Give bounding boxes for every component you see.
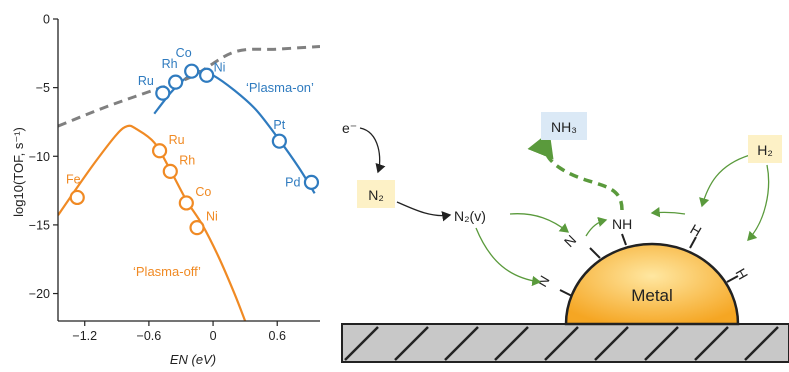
point-label-1-3: Co <box>195 185 211 199</box>
nh3-box <box>541 112 587 140</box>
nh-to-nh3-dashed-arrow <box>527 131 624 211</box>
point-label-0-4: Pt <box>273 118 285 132</box>
point-1-0 <box>69 189 85 206</box>
point-label-0-1: Rh <box>162 57 178 71</box>
y-tick-label-1: −5 <box>36 81 50 95</box>
point-0-2 <box>184 63 200 79</box>
point-label-1-4: Ni <box>206 210 218 224</box>
n2-box <box>357 180 395 208</box>
y-axis-label: log10(TOF, s⁻¹) <box>11 127 26 217</box>
point-0-0 <box>155 85 171 101</box>
metal-label: Metal <box>631 286 673 305</box>
point-label-0-0: Ru <box>138 74 154 88</box>
point-0-5 <box>303 174 320 190</box>
point-label-1-2: Rh <box>179 153 195 167</box>
point-1-3 <box>178 195 194 211</box>
h2-to-h-arrow <box>699 154 751 208</box>
h2-to-h2-arrow <box>747 164 770 241</box>
point-label-1-0: Fe <box>66 172 81 186</box>
y-tick-label-4: −20 <box>29 287 50 301</box>
point-0-3 <box>199 67 215 83</box>
nh3-label: NH₃ <box>551 119 577 135</box>
point-1-4 <box>189 220 205 236</box>
y-tick-label-0: 0 <box>43 13 50 27</box>
adsorbed-h-2: H <box>732 266 751 283</box>
h2-label: H₂ <box>757 142 773 158</box>
support-surface <box>341 323 789 363</box>
y-tick-label-2: −10 <box>29 150 50 164</box>
surface-hatching <box>344 326 779 361</box>
h-to-nh-arrow <box>650 207 686 218</box>
point-1-2 <box>162 163 178 179</box>
x-axis-label: EN (eV) <box>170 352 216 367</box>
point-0-4 <box>271 133 287 149</box>
n2v-label: N₂(v) <box>454 208 486 224</box>
adsorbed-nh: NH <box>612 216 632 232</box>
adsorbed-h-1: H <box>688 221 705 240</box>
adsorbed-n-top: N <box>561 232 579 250</box>
metal-particle <box>564 242 740 326</box>
x-tick-label-2: 0 <box>210 329 217 343</box>
h2-box <box>748 135 782 163</box>
reaction-diagram: Metal N N NH H H e⁻ N₂ N₂(v) <box>341 112 789 363</box>
plasma-off-annotation: ‘Plasma-off’ <box>133 264 201 279</box>
n2v-to-n-left-arrow <box>475 227 542 287</box>
n2-label: N₂ <box>368 187 384 203</box>
n-top-to-nh-arrow <box>585 216 608 237</box>
point-label-0-3: Ni <box>214 60 226 74</box>
point-label-0-5: Pd <box>285 175 300 189</box>
point-label-0-2: Co <box>176 46 192 60</box>
n2-to-n2v-arrow <box>396 201 452 222</box>
series-line-1 <box>58 124 247 321</box>
point-0-1 <box>168 74 184 90</box>
x-tick-label-0: −1.2 <box>72 329 97 343</box>
x-tick-label-3: 0.6 <box>269 329 286 343</box>
electron-label: e⁻ <box>342 120 357 136</box>
n2v-to-n-top-arrow <box>509 213 570 233</box>
point-label-1-1: Ru <box>169 133 185 147</box>
x-tick-label-1: −0.6 <box>137 329 162 343</box>
y-tick-label-3: −15 <box>29 218 50 232</box>
point-1-1 <box>151 143 168 159</box>
plasma-on-annotation: ‘Plasma-on’ <box>246 80 314 95</box>
electron-arrow <box>359 127 386 174</box>
